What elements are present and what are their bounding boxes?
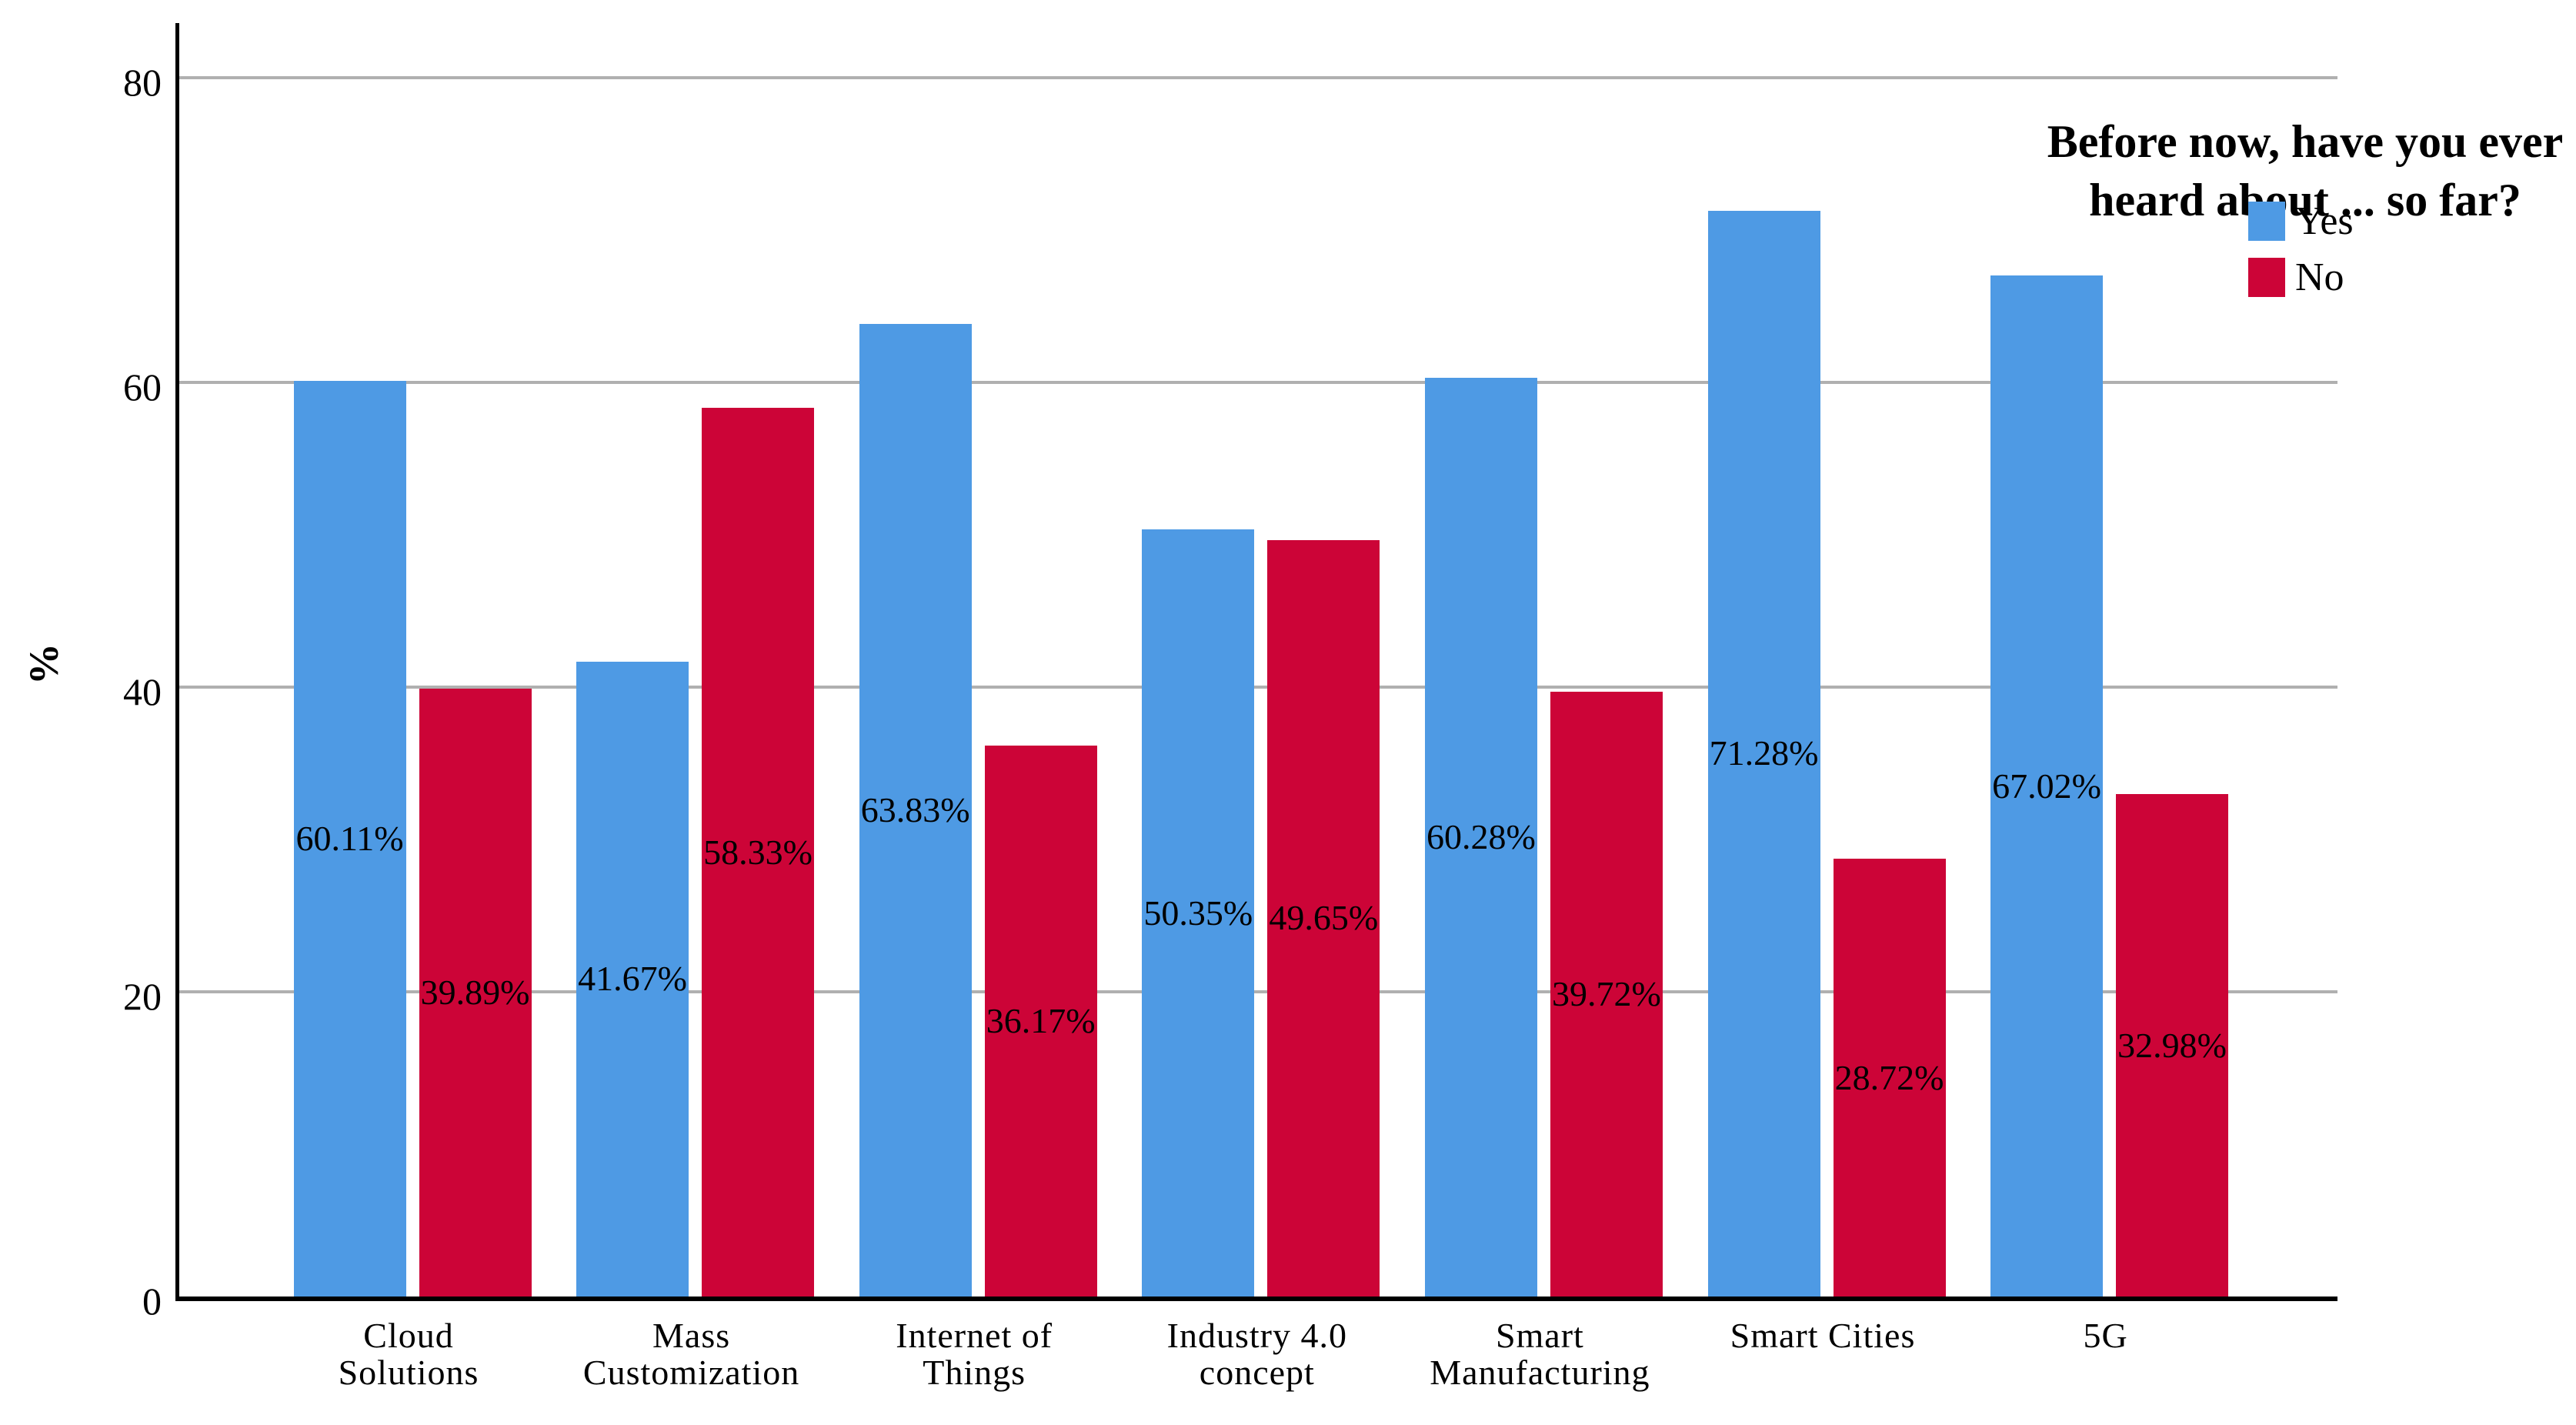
- bar-no-industry-4-0-concept: [1267, 539, 1380, 1297]
- bar-value-label-yes-smart-manufacturing: 60.28%: [1426, 817, 1536, 857]
- bar-yes-5g: [1990, 275, 2104, 1297]
- x-category-label-line: Solutions: [338, 1353, 479, 1392]
- bar-no-internet-of-things: [984, 745, 1097, 1297]
- x-category-label-line: concept: [1199, 1353, 1315, 1392]
- y-tick-label-40: 40: [123, 670, 162, 713]
- x-category-label-line: 5G: [2083, 1316, 2128, 1355]
- legend-title-line-2: heard about ... so far?: [2089, 175, 2521, 225]
- x-category-label-line: Mass: [652, 1316, 731, 1355]
- bar-no-smart-manufacturing: [1550, 691, 1663, 1297]
- bar-value-label-no-smart-cities: 28.72%: [1834, 1057, 1944, 1097]
- bar-yes-industry-4-0-concept: [1142, 529, 1255, 1297]
- y-tick-label-0: 0: [142, 1280, 162, 1323]
- x-category-label-smart-manufacturing: Smart Manufacturing: [1393, 1317, 1686, 1391]
- bar-no-5g: [2116, 794, 2229, 1297]
- x-category-label-line: Cloud: [363, 1316, 454, 1355]
- x-category-label-line: Internet of: [896, 1316, 1053, 1355]
- legend-swatch-yes: [2248, 202, 2285, 241]
- x-category-label-line: Smart: [1495, 1316, 1584, 1355]
- bar-no-smart-cities: [1833, 859, 1946, 1297]
- legend-swatch-no: [2248, 258, 2285, 297]
- bar-value-label-yes-mass-customization: 41.67%: [578, 959, 688, 999]
- bar-value-label-no-industry-4-0-concept: 49.65%: [1269, 898, 1379, 938]
- x-category-label-mass-customization: Mass Customization: [546, 1317, 838, 1391]
- bar-no-mass-customization: [702, 408, 815, 1297]
- bar-value-label-yes-industry-4-0-concept: 50.35%: [1143, 893, 1253, 933]
- bar-value-label-yes-internet-of-things: 63.83%: [860, 790, 970, 830]
- y-tick-label-60: 60: [123, 365, 162, 409]
- bar-yes-smart-cities: [1707, 210, 1820, 1297]
- gridline-20: [179, 990, 2337, 993]
- x-category-label-industry-4-0-concept: Industry 4.0 concept: [1111, 1317, 1403, 1391]
- bar-yes-internet-of-things: [859, 324, 972, 1297]
- gridline-60: [179, 381, 2337, 384]
- bar-value-label-no-mass-customization: 58.33%: [703, 832, 813, 872]
- x-category-label-line: Industry 4.0: [1166, 1316, 1347, 1355]
- legend-label-yes: Yes: [2295, 199, 2354, 243]
- bar-value-label-no-internet-of-things: 36.17%: [986, 1000, 1096, 1040]
- legend-title: Before now, have you ever heard about ..…: [2036, 112, 2574, 229]
- bar-yes-cloud-solutions: [293, 380, 406, 1297]
- x-category-label-smart-cities: Smart Cities: [1677, 1317, 1969, 1354]
- legend-label-no: No: [2295, 255, 2344, 299]
- bar-value-label-yes-cloud-solutions: 60.11%: [295, 818, 404, 858]
- x-category-label-line: Customization: [582, 1353, 800, 1392]
- x-category-label-5g: 5G: [1960, 1317, 2252, 1354]
- bar-yes-smart-manufacturing: [1424, 378, 1537, 1297]
- x-category-label-line: Things: [923, 1353, 1026, 1392]
- bar-value-label-no-smart-manufacturing: 39.72%: [1551, 973, 1661, 1013]
- legend-title-line-1: Before now, have you ever: [2047, 116, 2564, 167]
- x-category-label-cloud-solutions: Cloud Solutions: [262, 1317, 555, 1391]
- plot-area: 60.11% 41.67% 63.83% 50.35% 60.28% 71.28% 67.0…: [175, 23, 2337, 1301]
- gridline-80: [179, 76, 2337, 79]
- bar-value-label-no-5g: 32.98%: [2117, 1025, 2227, 1065]
- x-category-label-line: Manufacturing: [1430, 1353, 1650, 1392]
- bar-value-label-no-cloud-solutions: 39.89%: [420, 973, 530, 1013]
- bar-no-cloud-solutions: [419, 689, 532, 1297]
- x-category-label-line: Smart Cities: [1730, 1316, 1916, 1355]
- bar-yes-mass-customization: [576, 661, 689, 1297]
- x-category-label-internet-of-things: Internet of Things: [828, 1317, 1120, 1391]
- gridline-40: [179, 686, 2337, 689]
- bar-value-label-yes-5g: 67.02%: [1992, 766, 2102, 806]
- bar-value-label-yes-smart-cities: 71.28%: [1709, 733, 1819, 773]
- y-tick-label-80: 80: [123, 61, 162, 104]
- y-tick-label-20: 20: [123, 975, 162, 1018]
